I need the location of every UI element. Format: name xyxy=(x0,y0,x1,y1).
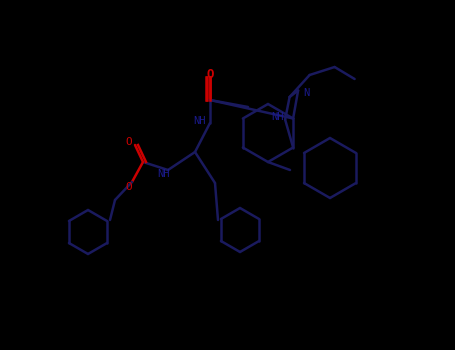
Text: N: N xyxy=(303,89,309,98)
Text: NH: NH xyxy=(194,116,206,126)
Text: O: O xyxy=(206,68,214,80)
Text: O: O xyxy=(126,137,132,147)
Text: O: O xyxy=(126,182,132,192)
Text: NH: NH xyxy=(158,169,170,179)
Text: NH: NH xyxy=(271,112,283,121)
